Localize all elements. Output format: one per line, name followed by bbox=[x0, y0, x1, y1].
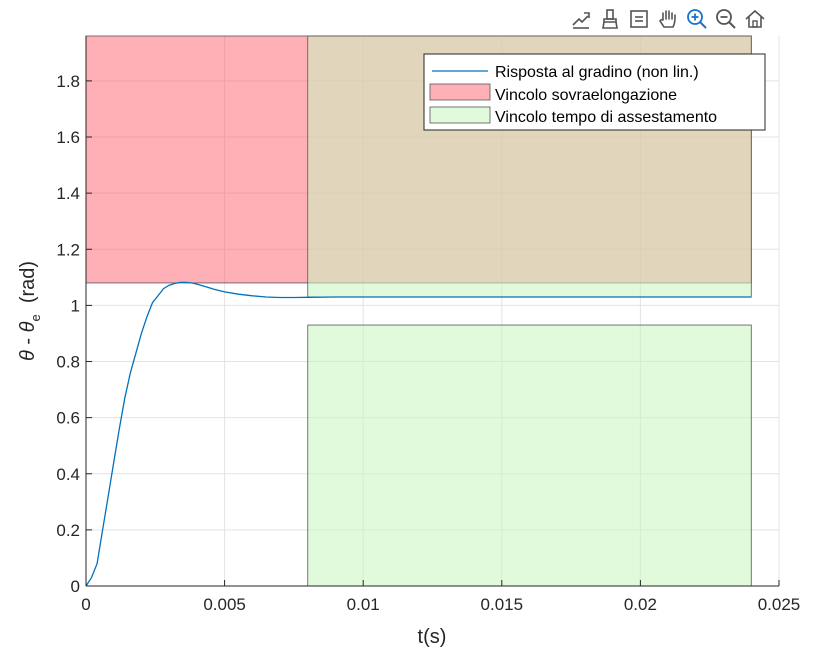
legend-label: Vincolo tempo di assestamento bbox=[495, 109, 717, 126]
x-axis-label: t(s) bbox=[418, 626, 447, 648]
home-icon bbox=[745, 9, 765, 28]
y-tick-label: 1.2 bbox=[56, 240, 80, 259]
y-tick-label: 1.8 bbox=[56, 72, 80, 91]
y-tick-label: 1.4 bbox=[56, 184, 80, 203]
y-tick-label: 1.6 bbox=[56, 128, 80, 147]
x-tick-label: 0 bbox=[81, 595, 90, 614]
y-tick-label: 0 bbox=[71, 577, 80, 596]
axes-toolbar bbox=[568, 6, 768, 34]
y-tick-label: 0.6 bbox=[56, 409, 80, 428]
y-label-theta: θ bbox=[17, 350, 39, 361]
x-tick-label: 0.025 bbox=[758, 595, 801, 614]
y-tick-label: 1 bbox=[71, 296, 80, 315]
y-label-minus: - bbox=[17, 332, 39, 350]
y-tick-label: 0.8 bbox=[56, 353, 80, 372]
legend-label: Risposta al gradino (non lin.) bbox=[495, 64, 699, 81]
x-tick-label: 0.005 bbox=[203, 595, 246, 614]
datatip-button[interactable] bbox=[626, 6, 652, 32]
home-button[interactable] bbox=[742, 6, 768, 32]
zoom-out-button[interactable] bbox=[713, 6, 739, 32]
y-label-theta-e: θ bbox=[17, 321, 39, 332]
y-tick-labels: 0 0.2 0.4 0.6 0.8 1 1.2 1.4 1.6 1.8 bbox=[56, 72, 80, 596]
step-response-line bbox=[85, 281, 752, 587]
datatip-icon bbox=[630, 10, 648, 28]
series-group bbox=[85, 281, 752, 587]
pan-hand-button[interactable] bbox=[655, 6, 681, 32]
y-tick-label: 0.4 bbox=[56, 465, 80, 484]
zoom-out-icon bbox=[716, 9, 736, 29]
y-axis-label: θ - θe (rad) bbox=[17, 261, 43, 361]
zoom-in-button[interactable] bbox=[684, 6, 710, 32]
export-icon bbox=[572, 12, 590, 29]
x-tick-label: 0.015 bbox=[481, 595, 524, 614]
x-tick-label: 0.02 bbox=[624, 595, 657, 614]
legend-swatch-overshoot bbox=[429, 83, 491, 101]
zoom-in-icon bbox=[687, 9, 707, 29]
x-tick-labels: 0 0.005 0.01 0.015 0.02 0.025 bbox=[81, 595, 800, 614]
legend: Risposta al gradino (non lin.) Vincolo so… bbox=[423, 53, 766, 131]
axes bbox=[85, 36, 780, 587]
brush-button[interactable] bbox=[597, 6, 623, 32]
legend-swatch-settling bbox=[429, 106, 491, 124]
settling-constraint-region-lower bbox=[307, 324, 752, 587]
legend-label: Vincolo sovraelongazione bbox=[495, 87, 677, 104]
export-button[interactable] bbox=[568, 6, 594, 32]
y-tick-label: 0.2 bbox=[56, 521, 80, 540]
x-tick-label: 0.01 bbox=[347, 595, 380, 614]
pan-hand-icon bbox=[659, 10, 676, 28]
y-label-subscript: e bbox=[28, 314, 43, 321]
brush-icon bbox=[602, 9, 618, 29]
y-label-unit: (rad) bbox=[17, 261, 39, 314]
